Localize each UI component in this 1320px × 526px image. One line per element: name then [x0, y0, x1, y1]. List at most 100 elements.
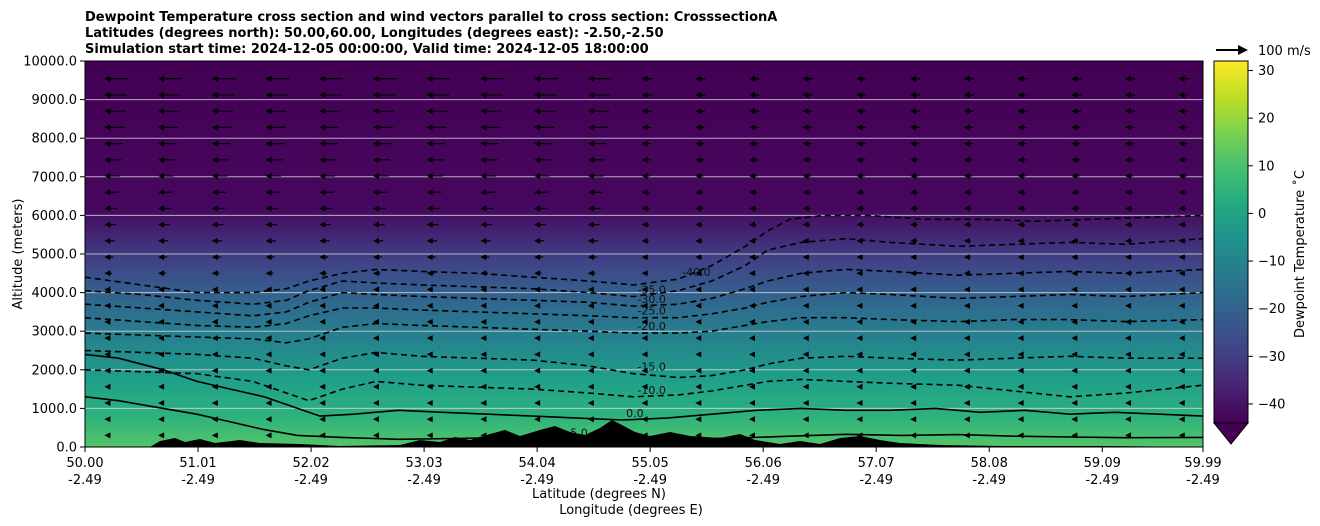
wind-vector-head	[372, 205, 379, 212]
wind-vector-head	[856, 108, 863, 115]
x-tick-label-lat: 54.04	[519, 456, 556, 471]
wind-vector-head	[265, 367, 272, 374]
wind-vector-head	[748, 108, 755, 115]
wind-vector-head	[856, 173, 863, 180]
wind-vector-head	[695, 335, 702, 342]
wind-vector-head	[1125, 91, 1132, 98]
wind-vector-head	[426, 91, 433, 98]
wind-vector-head	[1125, 221, 1132, 228]
x-tick-label-lon: -2.49	[1085, 473, 1119, 488]
chart-title-line-3: Simulation start time: 2024-12-05 00:00:…	[85, 42, 649, 57]
wind-vector-head	[319, 140, 326, 147]
wind-vector-head	[158, 383, 165, 390]
wind-vector-head	[480, 286, 487, 293]
wind-vector-head	[856, 91, 863, 98]
wind-vector-head	[480, 140, 487, 147]
wind-vector-head	[158, 302, 165, 309]
wind-vector-head	[748, 399, 755, 406]
wind-vector-head	[265, 91, 272, 98]
colorbar-tick-label: −10	[1258, 255, 1285, 270]
wind-vector-head	[641, 270, 648, 277]
wind-vector-head	[856, 221, 863, 228]
wind-vector-head	[426, 156, 433, 163]
wind-vector-head	[910, 156, 917, 163]
wind-vector-head	[480, 302, 487, 309]
wind-vector-head	[1017, 189, 1024, 196]
wind-vector-head	[372, 140, 379, 147]
wind-vector-head	[265, 221, 272, 228]
x-tick-label-lon: -2.49	[294, 473, 328, 488]
wind-vector-head	[748, 270, 755, 277]
wind-vector-head	[480, 351, 487, 358]
wind-vector-head	[910, 205, 917, 212]
wind-vector-head	[1125, 237, 1132, 244]
wind-vector-head	[480, 205, 487, 212]
wind-vector-head	[695, 140, 702, 147]
contour-label: -35.0	[637, 283, 665, 296]
wind-vector-head	[426, 108, 433, 115]
wind-vector-head	[211, 286, 218, 293]
contour-line	[85, 268, 1203, 317]
wind-vector-head	[534, 286, 541, 293]
wind-vector-head	[1017, 367, 1024, 374]
wind-vector-head	[104, 351, 111, 358]
wind-vector-head	[158, 254, 165, 261]
wind-vector-head	[211, 318, 218, 325]
wind-vector-head	[1071, 140, 1078, 147]
wind-vector-head	[1178, 156, 1185, 163]
wind-vector-head	[265, 399, 272, 406]
wind-vector-head	[265, 124, 272, 131]
wind-vector-head	[1125, 399, 1132, 406]
wind-vector-head	[963, 173, 970, 180]
x-tick-label-lat: 53.03	[405, 456, 442, 471]
wind-vector-head	[265, 140, 272, 147]
wind-vector-head	[695, 302, 702, 309]
wind-vector-head	[534, 205, 541, 212]
contour-line	[85, 237, 1203, 306]
wind-vector-head	[1017, 221, 1024, 228]
wind-vector-head	[158, 189, 165, 196]
wind-vector-head	[158, 416, 165, 423]
wind-vector-head	[748, 221, 755, 228]
wind-vector-head	[1071, 432, 1078, 439]
contour-label: -15.0	[637, 361, 665, 374]
wind-vector-head	[695, 221, 702, 228]
wind-vector-head	[158, 124, 165, 131]
wind-vector-head	[265, 416, 272, 423]
wind-vector-head	[748, 432, 755, 439]
wind-vector-head	[211, 270, 218, 277]
wind-vector-head	[1071, 367, 1078, 374]
wind-vector-head	[963, 156, 970, 163]
contour-line	[85, 349, 1203, 379]
wind-vector-head	[319, 367, 326, 374]
wind-vector-head	[1071, 75, 1078, 82]
wind-vector-head	[1017, 108, 1024, 115]
wind-vector-head	[963, 399, 970, 406]
wind-vector-head	[480, 270, 487, 277]
wind-vector-head	[963, 254, 970, 261]
wind-vector-head	[1017, 270, 1024, 277]
wind-vector-head	[534, 156, 541, 163]
wind-vector-head	[802, 124, 809, 131]
x-tick-label-lat: 58.08	[971, 456, 1008, 471]
contour-label: -25.0	[637, 305, 665, 318]
wind-vector-head	[1178, 335, 1185, 342]
wind-vector-head	[426, 254, 433, 261]
wind-vector-head	[856, 270, 863, 277]
wind-vector-head	[1125, 286, 1132, 293]
wind-vector-head	[1017, 302, 1024, 309]
wind-vector-head	[319, 270, 326, 277]
x-tick-label-lat: 59.09	[1084, 456, 1121, 471]
wind-vector-head	[856, 399, 863, 406]
wind-vector-head	[1071, 237, 1078, 244]
x-tick-label-lat: 52.02	[292, 456, 329, 471]
wind-vector-head	[1071, 286, 1078, 293]
wind-vector-head	[211, 221, 218, 228]
x-tick-label-lat: 59.99	[1184, 456, 1221, 471]
wind-vector-head	[1125, 302, 1132, 309]
wind-vector-head	[963, 75, 970, 82]
wind-vector-head	[426, 75, 433, 82]
wind-vector-head	[1071, 189, 1078, 196]
x-tick-label-lon: -2.49	[1186, 473, 1220, 488]
y-tick-label: 4000.0	[32, 286, 78, 301]
